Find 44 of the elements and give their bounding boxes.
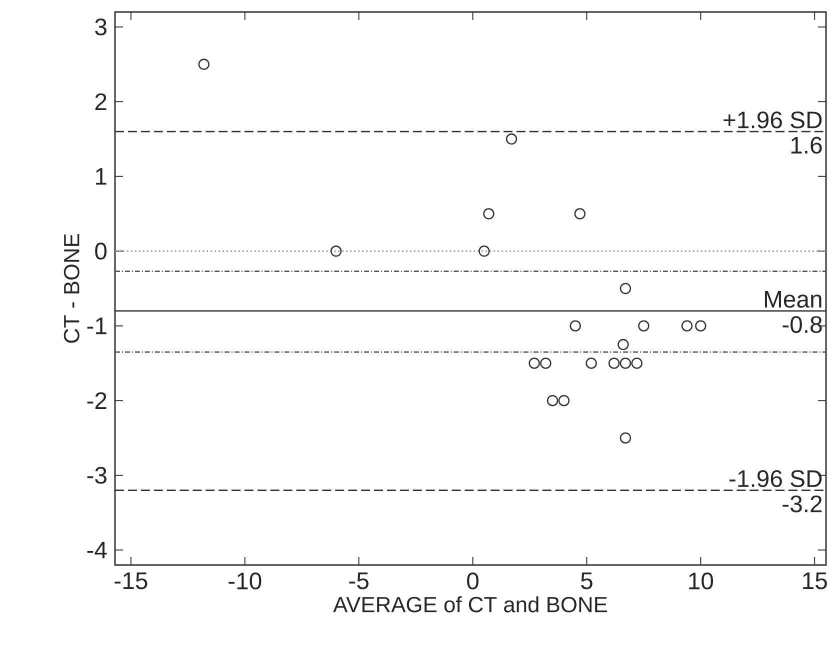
x-tick-label: 10 (689, 572, 714, 590)
point (528, 358, 540, 369)
point (638, 320, 650, 332)
x-tick-label: 0 (467, 572, 478, 590)
y-tick-label: 1 (96, 168, 106, 185)
point (546, 394, 558, 406)
point (586, 358, 597, 369)
x-tick-label: -10 (228, 572, 262, 590)
ref-line-label: -1.96 SD (730, 470, 822, 488)
point (574, 208, 586, 220)
y-tick-label: -3 (87, 466, 106, 484)
point (483, 208, 494, 220)
y-tick-label: -4 (87, 542, 107, 558)
point (620, 432, 632, 444)
y-axis-title: CT - BONE (64, 234, 80, 343)
point (620, 358, 632, 369)
x-tick-label: 5 (581, 572, 592, 590)
point (695, 320, 706, 332)
point (618, 338, 629, 350)
annotation: 1.6 (791, 136, 822, 154)
point (330, 246, 342, 257)
y-tick-label: 3 (95, 18, 106, 36)
point (540, 358, 552, 369)
point (631, 358, 642, 369)
point (681, 320, 693, 332)
point (608, 358, 620, 369)
x-tick-label: 15 (803, 572, 827, 590)
x-axis-title: AVERAGE of CT and BONE (333, 596, 608, 612)
point (570, 320, 581, 332)
point (506, 133, 518, 145)
point (198, 58, 210, 70)
y-tick-label: 0 (95, 242, 107, 260)
point (620, 282, 632, 294)
x-tick-label: -5 (349, 572, 368, 590)
y-tick-label: 2 (95, 93, 106, 110)
y-tick-label: -2 (87, 392, 106, 409)
ref-line-label: +1.96 SD (724, 111, 822, 128)
ref-line-label: Mean (764, 291, 822, 308)
point (558, 394, 570, 406)
annotation: -0.8 (782, 316, 822, 334)
point (478, 246, 490, 257)
annotation: -3.2 (782, 495, 822, 512)
x-tick-label: -15 (114, 572, 148, 590)
y-tick-label: -1 (87, 318, 106, 334)
